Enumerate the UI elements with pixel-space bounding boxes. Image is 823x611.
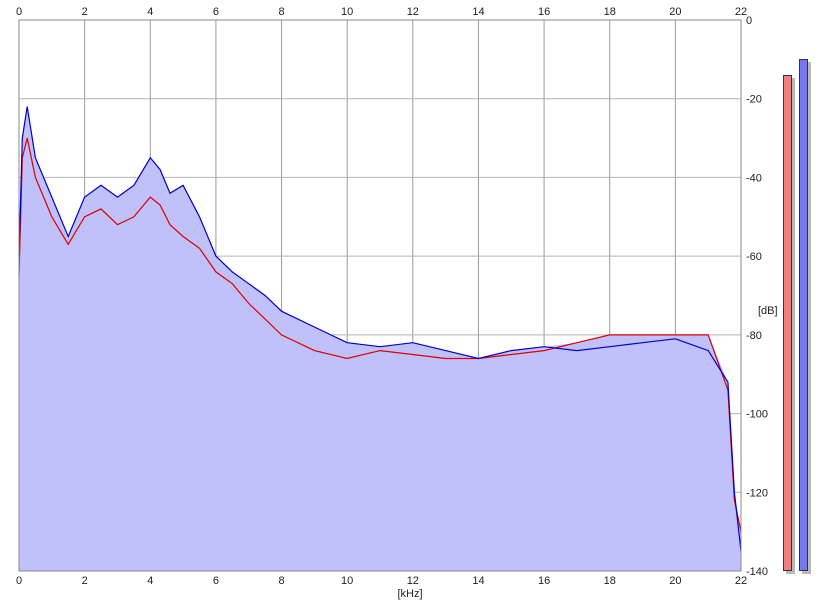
x-tick-labels-bottom: 0 2 4 6 8 10 12 14 16 18 20 22	[16, 575, 747, 587]
x-tick-label-top: 0	[16, 6, 22, 18]
x-tick-label-top: 2	[82, 6, 88, 18]
x-tick-label-bottom: 8	[278, 575, 284, 587]
x-tick-label-bottom: 16	[538, 575, 550, 587]
series-line-0	[18, 106, 742, 552]
x-tick-label-top: 22	[735, 6, 747, 18]
x-tick-label-bottom: 0	[16, 575, 22, 587]
x-tick-label-bottom: 14	[472, 575, 484, 587]
x-tick-label-bottom: 10	[341, 575, 353, 587]
x-tick-label-bottom: 6	[213, 575, 219, 587]
level-meter-bar	[799, 58, 808, 571]
series-line-1	[18, 137, 742, 532]
x-tick-label-bottom: 4	[147, 575, 153, 587]
x-tick-label-top: 8	[278, 6, 284, 18]
x-tick-labels-top: 0 2 4 6 8 10 12 14 16 18 20 22	[16, 6, 747, 18]
level-meter-bar	[783, 75, 792, 571]
x-tick-label-bottom: 2	[82, 575, 88, 587]
series-layer	[18, 106, 742, 552]
plot-frame	[18, 19, 742, 572]
y-tick-label: -120	[746, 487, 768, 499]
y-tick-label: 0	[746, 15, 752, 27]
y-tick-label: -20	[746, 94, 762, 106]
x-tick-label-bottom: 18	[604, 575, 616, 587]
x-tick-label-bottom: 12	[407, 575, 419, 587]
x-tick-label-top: 16	[538, 6, 550, 18]
x-tick-label-top: 6	[213, 6, 219, 18]
spectrum-fill	[19, 106, 741, 571]
y-tick-label: -140	[746, 566, 768, 578]
x-axis-label: [kHz]	[397, 588, 422, 600]
x-tick-label-top: 4	[147, 6, 153, 18]
x-tick-label-top: 12	[407, 6, 419, 18]
y-tick-label: -100	[746, 409, 768, 421]
x-tick-label-bottom: 22	[735, 575, 747, 587]
x-tick-label-top: 10	[341, 6, 353, 18]
x-tick-label-top: 18	[604, 6, 616, 18]
x-tick-label-top: 14	[472, 6, 484, 18]
y-tick-labels: 0 -20 -40 -60 -80 -100 -120 -140	[746, 15, 768, 578]
x-tick-label-top: 20	[669, 6, 681, 18]
y-tick-label: -80	[746, 330, 762, 342]
x-tick-label-bottom: 20	[669, 575, 681, 587]
y-axis-label: [dB]	[758, 305, 778, 317]
y-tick-label: -40	[746, 172, 762, 184]
y-tick-label: -60	[746, 251, 762, 263]
